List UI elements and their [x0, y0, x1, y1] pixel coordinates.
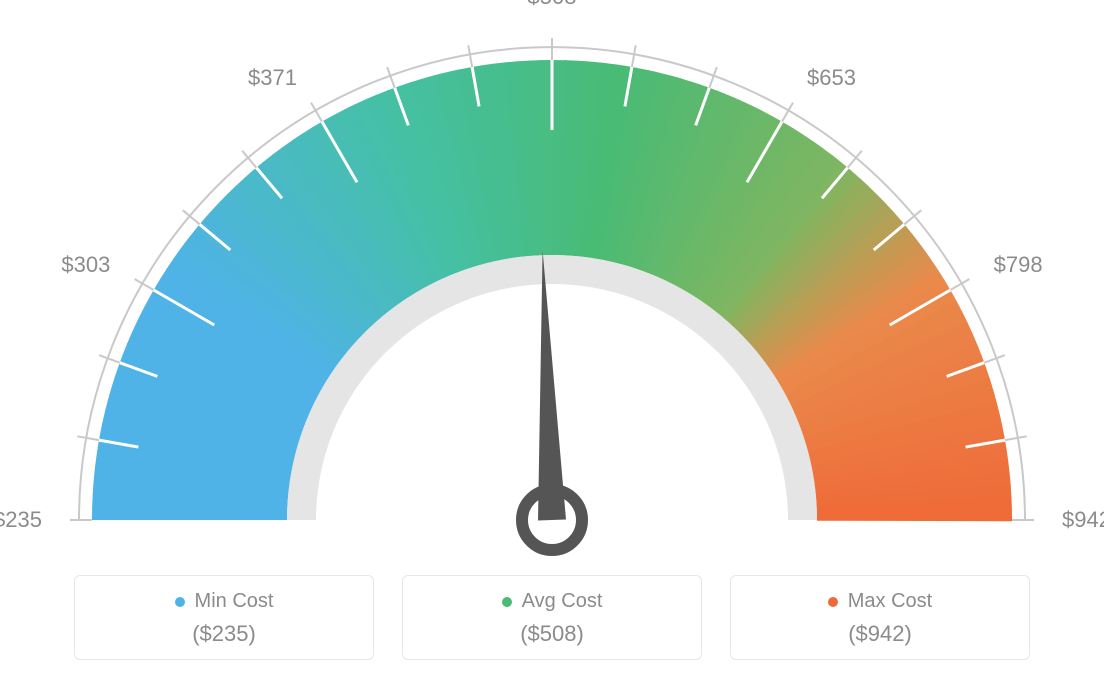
- legend-value-max: ($942): [741, 621, 1019, 647]
- gauge-label: $303: [61, 252, 110, 278]
- gauge-label: $653: [807, 65, 856, 91]
- gauge-label: $798: [994, 252, 1043, 278]
- legend-title-max: Max Cost: [848, 590, 932, 613]
- legend-value-avg: ($508): [413, 621, 691, 647]
- legend-max: Max Cost ($942): [730, 575, 1030, 660]
- legend-dot-avg: [502, 597, 512, 607]
- gauge-label: $942: [1062, 507, 1104, 533]
- legend-value-min: ($235): [85, 621, 363, 647]
- legend-avg: Avg Cost ($508): [402, 575, 702, 660]
- gauge-label: $371: [248, 65, 297, 91]
- legend-title-avg: Avg Cost: [522, 590, 603, 613]
- gauge: $235 $303 $371 $508 $653 $798 $942: [0, 0, 1104, 560]
- legend-row: Min Cost ($235) Avg Cost ($508) Max Cost…: [0, 575, 1104, 660]
- legend-dot-max: [828, 597, 838, 607]
- gauge-label: $235: [0, 507, 42, 533]
- legend-title-min: Min Cost: [195, 590, 274, 613]
- chart-container: $235 $303 $371 $508 $653 $798 $942 Min Cost ($…: [0, 0, 1104, 690]
- gauge-label: $508: [528, 0, 577, 10]
- legend-dot-min: [175, 597, 185, 607]
- legend-min: Min Cost ($235): [74, 575, 374, 660]
